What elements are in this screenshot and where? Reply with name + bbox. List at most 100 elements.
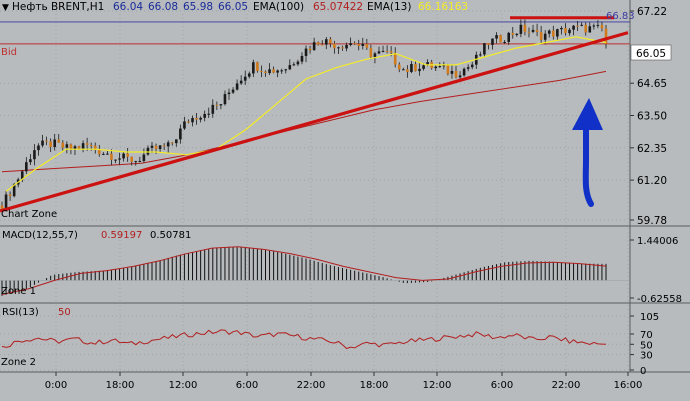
candle-body <box>426 62 429 66</box>
candle-body <box>458 75 462 78</box>
up-arrow <box>572 98 603 207</box>
bid-price-tag <box>630 44 672 61</box>
candle-body <box>373 53 377 58</box>
candle-body <box>4 194 8 211</box>
candle-body <box>454 70 458 78</box>
candle-body <box>357 44 361 46</box>
candle-body <box>256 62 259 71</box>
macd-value: 0.59197 <box>101 230 142 241</box>
time-tick-label: 6:00 <box>236 380 258 391</box>
candle-body <box>466 67 470 69</box>
time-tick-label: 18:00 <box>106 380 135 391</box>
price-tick-label: 62.35 <box>637 143 667 155</box>
candle-body <box>219 104 223 106</box>
candle-body <box>519 24 523 34</box>
candle-body <box>20 171 24 180</box>
candle-body <box>324 39 328 45</box>
ema13-line <box>5 36 607 192</box>
candle-body <box>118 158 121 160</box>
candle-body <box>53 139 56 148</box>
candle-body <box>142 154 146 161</box>
candle-body <box>187 121 190 123</box>
candle-body <box>203 113 206 118</box>
time-tick-label: 22:00 <box>297 380 326 391</box>
candle-body <box>592 25 596 27</box>
candle-body <box>450 70 454 74</box>
candle-body <box>600 24 604 29</box>
candle-body <box>276 70 279 73</box>
candle-body <box>527 31 531 33</box>
candle-body <box>580 24 583 26</box>
candle-body <box>288 65 292 70</box>
candle-body <box>361 43 365 46</box>
candle-body <box>381 50 385 52</box>
candle-body <box>146 147 150 155</box>
candle-body <box>150 145 154 148</box>
macd-panel-grid <box>55 228 629 301</box>
time-axis: 0:00 18:00 12:00 6:00 22:00 18:00 12:00 6:00 22:… <box>45 372 643 391</box>
candle-body <box>260 70 263 72</box>
close-value: 66.05 <box>218 1 248 13</box>
candle-body <box>49 141 52 148</box>
candle-body <box>576 25 579 27</box>
panel-separators <box>0 0 690 373</box>
candle-body <box>337 47 340 49</box>
candle-body <box>572 25 575 30</box>
price-axis: 67.22 64.65 63.50 62.35 61.20 59.78 <box>630 6 667 227</box>
time-tick-label: 6:00 <box>491 380 513 391</box>
main-price-panel[interactable]: ▼ Нефть BRENT,H1 66.04 66.08 65.98 66.05… <box>0 1 635 220</box>
candle-body <box>106 153 109 155</box>
candle-body <box>479 54 482 56</box>
candle-body <box>191 117 194 123</box>
time-tick-label: 16:00 <box>614 380 643 391</box>
candle-body <box>158 145 162 149</box>
candle-body <box>596 24 600 26</box>
candle-body <box>543 33 547 40</box>
instrument-label: Нефть BRENT,H1 <box>12 1 104 13</box>
candle-body <box>114 159 117 161</box>
candle-body <box>12 184 16 197</box>
candle-body <box>122 153 125 159</box>
ema13-label: EMA(13) <box>367 1 411 13</box>
candle-body <box>227 92 231 95</box>
macd-panel[interactable]: MACD(12,55,7) 0.59197 0.50781 Zone 1 <box>0 230 628 297</box>
candle-body <box>568 29 571 34</box>
candle-body <box>292 64 296 66</box>
candle-body <box>308 48 312 51</box>
time-tick-label: 22:00 <box>552 380 581 391</box>
time-tick-label: 0:00 <box>45 380 67 391</box>
arrow-head <box>572 98 603 130</box>
candle-body <box>320 44 324 46</box>
candle-body <box>126 153 129 157</box>
candle-body <box>389 51 393 53</box>
candlesticks <box>0 19 608 213</box>
candle-body <box>491 38 494 45</box>
candle-body <box>446 65 450 74</box>
candle-body <box>252 62 255 74</box>
candle-body <box>462 68 466 76</box>
candle-body <box>442 65 446 67</box>
candle-body <box>402 69 405 71</box>
candle-body <box>45 140 48 142</box>
support-trendline[interactable] <box>0 31 629 213</box>
candle-body <box>365 43 369 48</box>
price-tick-label: 59.78 <box>637 215 667 227</box>
rsi-panel[interactable]: RSI(13) 50 Zone 2 <box>1 307 607 368</box>
instrument-icon: ▼ <box>2 3 9 13</box>
candle-body <box>341 47 344 49</box>
candle-body <box>264 71 267 74</box>
candle-body <box>175 139 178 144</box>
time-tick-label: 12:00 <box>169 380 198 391</box>
candle-body <box>369 47 373 58</box>
candle-body <box>195 117 198 120</box>
candle-body <box>247 73 251 77</box>
candle-body <box>110 153 113 160</box>
candle-body <box>507 32 511 42</box>
candle-body <box>438 66 442 68</box>
candle-body <box>483 43 486 55</box>
candle-body <box>393 52 397 65</box>
open-value: 66.04 <box>113 1 143 13</box>
candle-body <box>93 145 97 150</box>
candle-body <box>296 61 300 65</box>
candle-body <box>333 43 336 49</box>
